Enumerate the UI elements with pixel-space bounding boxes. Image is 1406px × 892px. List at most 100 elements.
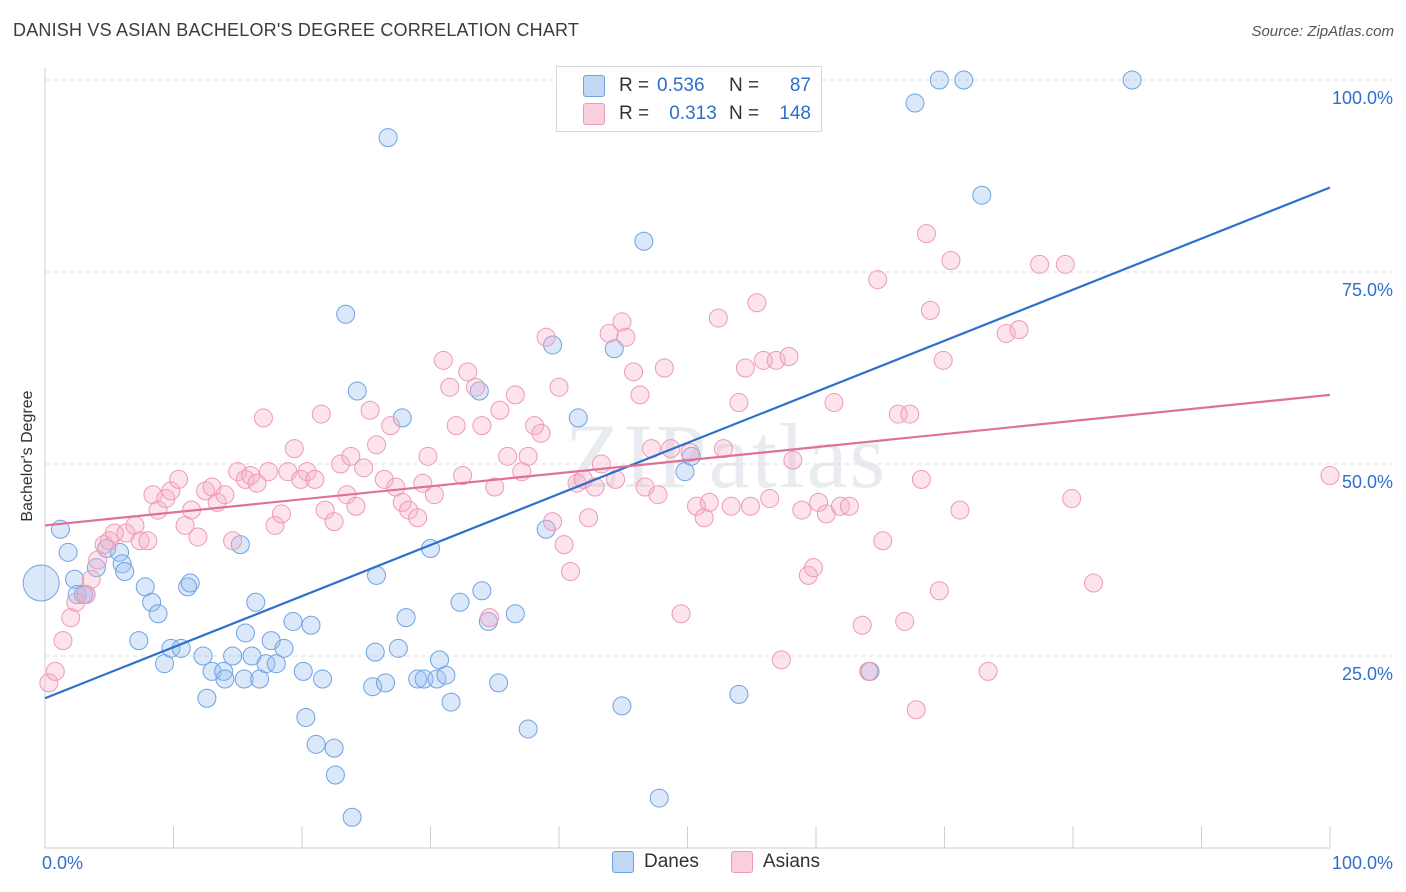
danes-point bbox=[180, 573, 200, 593]
asians-point bbox=[630, 385, 650, 405]
danes-point bbox=[223, 646, 243, 666]
asians-r-value: 0.313 bbox=[669, 103, 717, 124]
danes-point bbox=[115, 562, 135, 582]
danes-point bbox=[148, 604, 168, 624]
danes-point bbox=[388, 638, 408, 658]
danes-point bbox=[86, 558, 106, 578]
danes-point bbox=[972, 185, 992, 205]
asians-point bbox=[536, 327, 556, 347]
asians-point bbox=[713, 439, 733, 459]
danes-point bbox=[274, 638, 294, 658]
asians-point bbox=[346, 496, 366, 516]
asians-point bbox=[859, 661, 879, 681]
danes-point bbox=[905, 93, 925, 113]
asians-point bbox=[130, 531, 150, 551]
asians-point bbox=[933, 350, 953, 370]
asians-point bbox=[554, 535, 574, 555]
tick-labels: 25.0% 50.0% 75.0% 100.0% 0.0% 100.0% bbox=[42, 88, 1393, 873]
asians-point bbox=[771, 650, 791, 670]
asians-point bbox=[616, 327, 636, 347]
asians-point bbox=[950, 500, 970, 520]
legend-asians-label: Asians bbox=[762, 851, 820, 872]
danes-point bbox=[313, 669, 333, 689]
asians-point bbox=[929, 581, 949, 601]
asians-point bbox=[766, 350, 786, 370]
asians-point bbox=[671, 604, 691, 624]
danes-point bbox=[612, 696, 632, 716]
asians-point bbox=[247, 473, 267, 493]
asians-point bbox=[809, 492, 829, 512]
danes-point bbox=[296, 707, 316, 727]
asians-point bbox=[53, 631, 73, 651]
asians-point bbox=[873, 531, 893, 551]
asians-point bbox=[917, 224, 937, 244]
legend-item-danes[interactable]: Danes bbox=[612, 851, 699, 873]
danes-point bbox=[283, 611, 303, 631]
danes-point bbox=[472, 581, 492, 601]
danes-point bbox=[342, 807, 362, 827]
stats-row-asians: R = 0.313 N = 148 bbox=[583, 103, 811, 125]
asians-point bbox=[549, 377, 569, 397]
asians-point bbox=[1320, 466, 1340, 486]
asians-point bbox=[699, 492, 719, 512]
danes-n-value: 87 bbox=[789, 75, 811, 96]
asians-point bbox=[708, 308, 728, 328]
danes-point bbox=[929, 70, 949, 90]
danes-point bbox=[543, 335, 563, 355]
danes-point bbox=[197, 688, 217, 708]
asians-point bbox=[824, 393, 844, 413]
asians-point bbox=[900, 404, 920, 424]
asians-point bbox=[480, 608, 500, 628]
asians-point bbox=[505, 385, 525, 405]
asians-point bbox=[39, 673, 59, 693]
asians-point bbox=[1062, 489, 1082, 509]
asians-point bbox=[868, 270, 888, 290]
danes-point bbox=[347, 381, 367, 401]
danes-point bbox=[568, 408, 588, 428]
asians-point bbox=[433, 350, 453, 370]
asians-point bbox=[440, 377, 460, 397]
asians-point bbox=[259, 462, 279, 482]
danes-point bbox=[256, 654, 276, 674]
asians-point bbox=[223, 531, 243, 551]
danes-point bbox=[649, 788, 669, 808]
legend-item-asians[interactable]: Asians bbox=[730, 851, 820, 873]
asians-point bbox=[61, 608, 81, 628]
danes-point bbox=[215, 669, 235, 689]
asians-point bbox=[694, 508, 714, 528]
asians-point bbox=[271, 504, 291, 524]
danes-point bbox=[505, 604, 525, 624]
trend-lines bbox=[44, 186, 1331, 700]
asians-point bbox=[920, 300, 940, 320]
asians-point bbox=[1030, 254, 1050, 274]
danes-point bbox=[365, 642, 385, 662]
asians-point bbox=[895, 611, 915, 631]
asians-point bbox=[490, 400, 510, 420]
asians-point bbox=[45, 661, 65, 681]
y-tick-label: 100.0% bbox=[1332, 88, 1393, 108]
asians-point bbox=[215, 485, 235, 505]
asians-point bbox=[138, 531, 158, 551]
asians-point bbox=[747, 293, 767, 313]
asians-point bbox=[143, 485, 163, 505]
asians-point bbox=[472, 416, 492, 436]
danes-trend-line bbox=[44, 186, 1331, 700]
asians-point bbox=[76, 585, 96, 605]
danes-point bbox=[58, 542, 78, 562]
danes-point bbox=[234, 669, 254, 689]
asians-point bbox=[735, 358, 755, 378]
danes-point bbox=[408, 669, 428, 689]
asians-point bbox=[779, 346, 799, 366]
asians-point bbox=[297, 462, 317, 482]
asians-point bbox=[66, 592, 86, 612]
danes-point bbox=[1122, 70, 1142, 90]
asians-point bbox=[305, 469, 325, 489]
asians-point bbox=[284, 439, 304, 459]
asians-point bbox=[852, 615, 872, 635]
danes-point bbox=[293, 661, 313, 681]
x-tick-label: 100.0% bbox=[1332, 853, 1393, 873]
asians-point bbox=[235, 469, 255, 489]
danes-point bbox=[363, 677, 383, 697]
asians-point bbox=[408, 508, 428, 528]
